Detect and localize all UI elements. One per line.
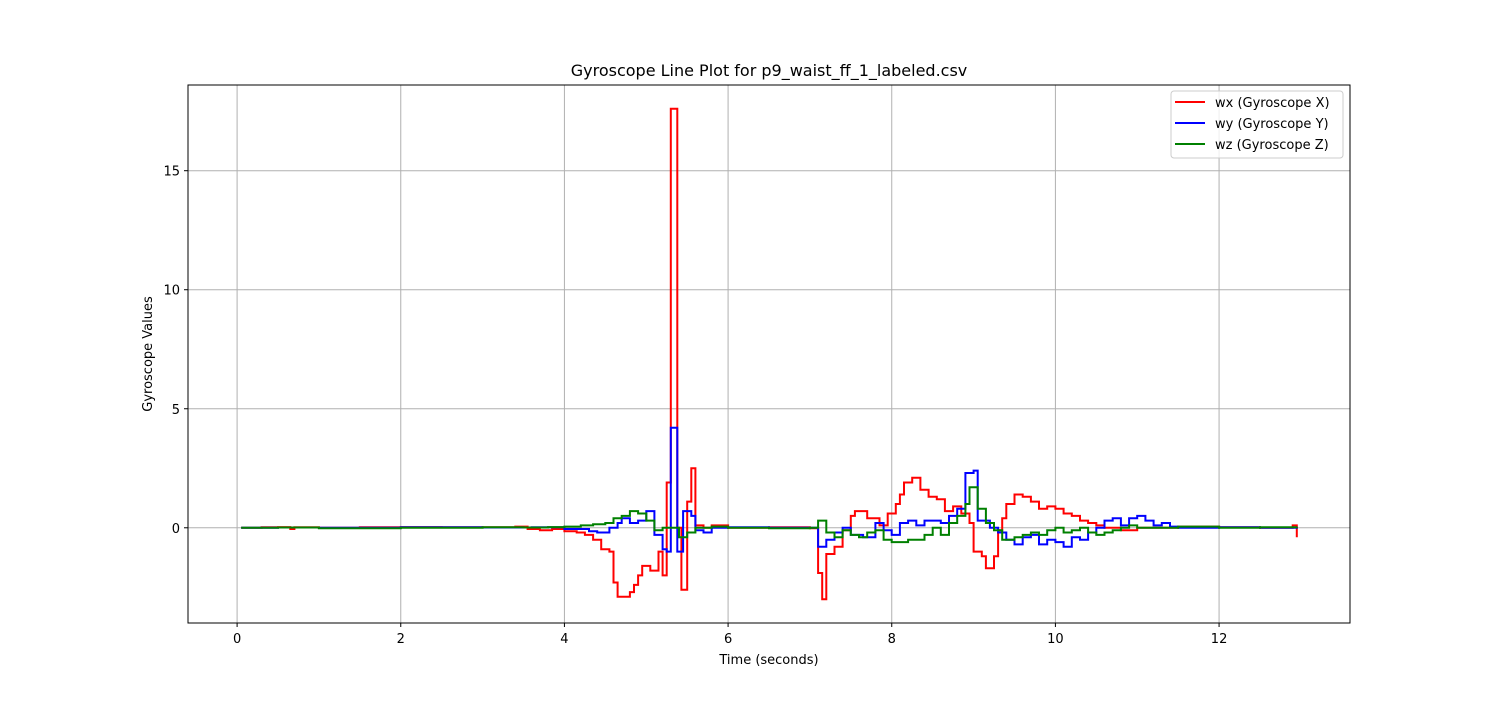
legend-label-wx: wx (Gyroscope X) — [1215, 96, 1330, 111]
y-tick-label: 15 — [163, 165, 180, 180]
x-tick-label: 6 — [724, 632, 732, 647]
x-tick-label: 4 — [560, 632, 568, 647]
chart-title: Gyroscope Line Plot for p9_waist_ff_1_la… — [571, 61, 968, 81]
legend-label-wy: wy (Gyroscope Y) — [1215, 117, 1329, 132]
y-tick-label: 10 — [163, 284, 180, 299]
y-axis-label: Gyroscope Values — [141, 296, 156, 412]
series-line-wy — [241, 426, 1298, 553]
plot-frame — [187, 84, 1351, 624]
series-line-wx — [241, 107, 1298, 601]
y-axis-ticks: 0 5 10 15 — [163, 165, 188, 537]
x-tick-label: 8 — [888, 632, 896, 647]
series-line-wz — [241, 486, 1298, 544]
x-tick-label: 2 — [397, 632, 405, 647]
legend: wx (Gyroscope X) wy (Gyroscope Y) wz (Gy… — [1170, 90, 1344, 159]
y-tick-label: 5 — [172, 403, 180, 418]
x-tick-label: 12 — [1211, 632, 1228, 647]
x-tick-label: 10 — [1047, 632, 1064, 647]
legend-label-wz: wz (Gyroscope Z) — [1215, 138, 1329, 153]
series-layer — [241, 107, 1298, 601]
legend-box — [1170, 90, 1344, 159]
x-tick-label: 0 — [233, 632, 241, 647]
y-tick-label: 0 — [172, 522, 180, 537]
x-axis-ticks: 0 2 4 6 8 10 12 — [233, 623, 1227, 647]
x-axis-label: Time (seconds) — [718, 653, 818, 668]
